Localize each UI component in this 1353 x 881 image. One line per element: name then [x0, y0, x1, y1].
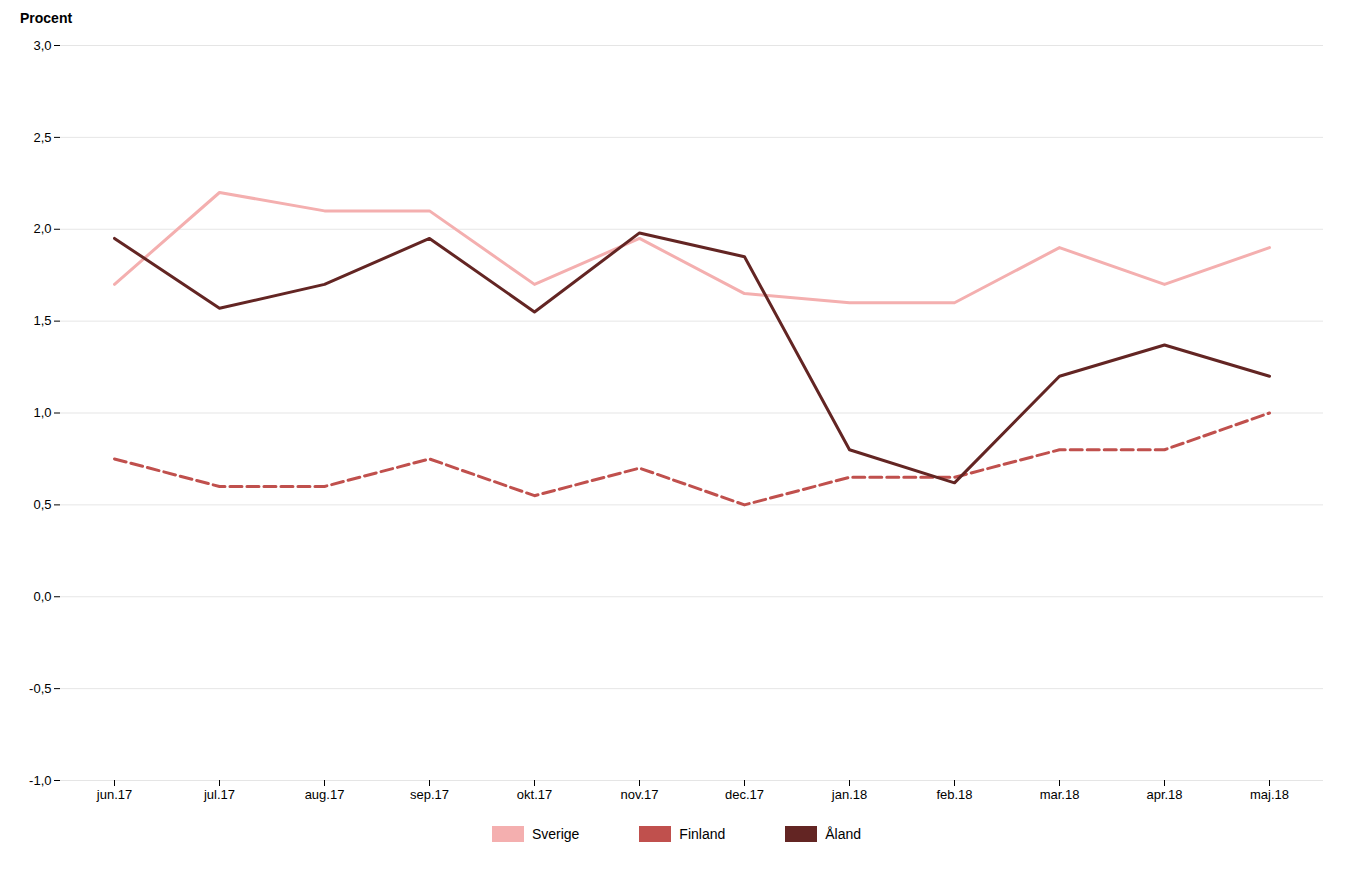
- svg-text:maj.18: maj.18: [1250, 787, 1289, 802]
- html-text:Sverige: Sverige: [531, 826, 580, 842]
- svg-text:0,0: 0,0: [33, 589, 51, 604]
- svg-text:dec.17: dec.17: [725, 787, 764, 802]
- html-text:Finland: Finland: [679, 826, 726, 842]
- svg-text:jun.17: jun.17: [96, 787, 132, 802]
- svg-text:1,0: 1,0: [33, 405, 51, 420]
- svg-text:sep.17: sep.17: [410, 787, 449, 802]
- html-text:Procent: Procent: [20, 10, 73, 26]
- svg-text:2,0: 2,0: [33, 221, 51, 236]
- svg-text:aug.17: aug.17: [305, 787, 345, 802]
- svg-text:apr.18: apr.18: [1146, 787, 1182, 802]
- svg-text:2,5: 2,5: [33, 130, 51, 145]
- svg-text:mar.18: mar.18: [1040, 787, 1080, 802]
- svg-text:-0,5: -0,5: [29, 681, 51, 696]
- svg-text:3,0: 3,0: [33, 38, 51, 53]
- svg-text:jan.18: jan.18: [831, 787, 867, 802]
- svg-text:nov.17: nov.17: [620, 787, 658, 802]
- svg-text:0,5: 0,5: [33, 497, 51, 512]
- svg-text:1,5: 1,5: [33, 313, 51, 328]
- html-text:Åland: Åland: [825, 826, 862, 842]
- svg-text:jul.17: jul.17: [203, 787, 235, 802]
- svg-text:feb.18: feb.18: [936, 787, 972, 802]
- svg-text:okt.17: okt.17: [517, 787, 552, 802]
- svg-text:-1,0: -1,0: [29, 773, 51, 788]
